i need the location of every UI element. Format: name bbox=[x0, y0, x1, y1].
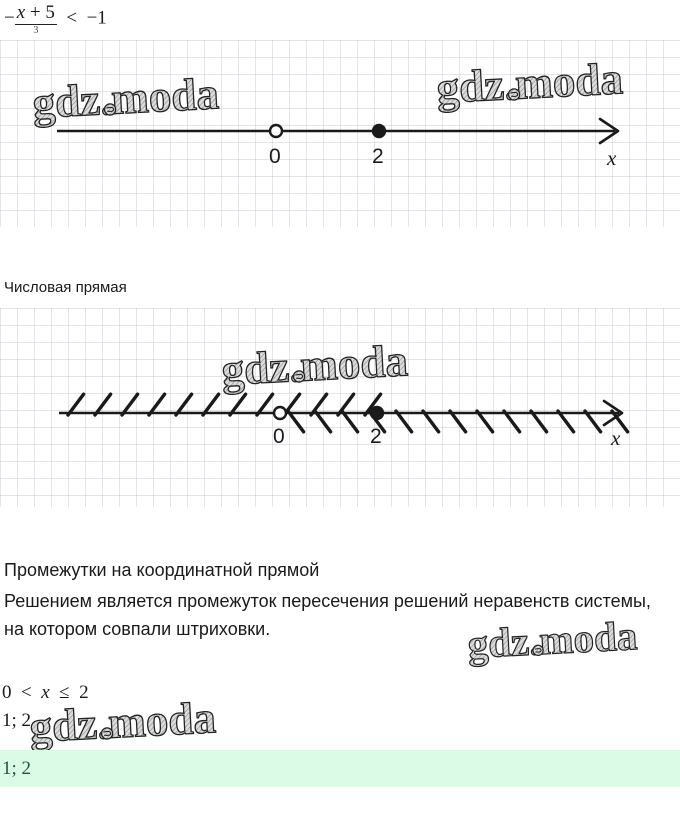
svg-text:x: x bbox=[610, 426, 621, 450]
svg-text:2: 2 bbox=[370, 425, 382, 448]
svg-text:0: 0 bbox=[273, 425, 285, 448]
svg-text:gdz.moda: gdz.moda bbox=[466, 612, 638, 667]
svg-text:gdz.moda: gdz.moda bbox=[28, 692, 217, 752]
